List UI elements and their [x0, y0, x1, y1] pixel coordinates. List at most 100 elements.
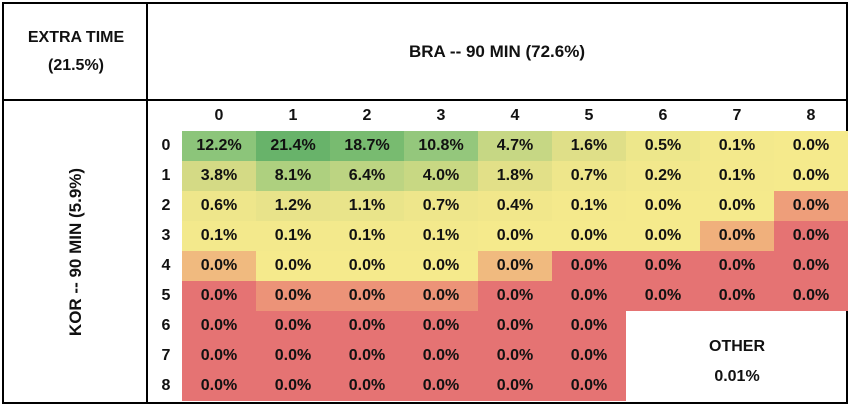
horizontal-divider — [4, 99, 846, 101]
cell-3-5: 0.0% — [552, 221, 626, 251]
cell-5-5: 0.0% — [552, 281, 626, 311]
cell-7-5: 0.0% — [552, 341, 626, 371]
row-header-3: 3 — [161, 227, 171, 244]
cell-8-0: 0.0% — [182, 371, 256, 401]
cell-0-7: 0.1% — [700, 131, 774, 161]
cell-4-0: 0.0% — [182, 251, 256, 281]
cell-2-5: 0.1% — [552, 191, 626, 221]
row-header-1: 1 — [161, 167, 171, 184]
other-box: OTHER 0.01% — [628, 321, 846, 402]
row-header-8: 8 — [161, 377, 171, 394]
cell-1-2: 6.4% — [330, 161, 404, 191]
column-header-1: 1 — [288, 107, 298, 124]
cell-7-2: 0.0% — [330, 341, 404, 371]
column-header-8: 8 — [806, 107, 816, 124]
cell-1-5: 0.7% — [552, 161, 626, 191]
cell-4-4: 0.0% — [478, 251, 552, 281]
kor-side-header: KOR -- 90 MIN (5.9%) — [4, 101, 148, 402]
cell-0-4: 4.7% — [478, 131, 552, 161]
cell-2-8: 0.0% — [774, 191, 848, 221]
column-header-4: 4 — [510, 107, 520, 124]
cell-0-6: 0.5% — [626, 131, 700, 161]
row-header-2: 2 — [161, 197, 171, 214]
cell-4-8: 0.0% — [774, 251, 848, 281]
row-header-0: 0 — [161, 137, 171, 154]
cell-1-1: 8.1% — [256, 161, 330, 191]
cell-2-1: 1.2% — [256, 191, 330, 221]
cell-8-5: 0.0% — [552, 371, 626, 401]
cell-4-6: 0.0% — [626, 251, 700, 281]
cell-6-0: 0.0% — [182, 311, 256, 341]
column-header-5: 5 — [584, 107, 594, 124]
cell-2-7: 0.0% — [700, 191, 774, 221]
vertical-divider — [146, 4, 148, 402]
cell-4-1: 0.0% — [256, 251, 330, 281]
cell-2-4: 0.4% — [478, 191, 552, 221]
cell-3-1: 0.1% — [256, 221, 330, 251]
cell-4-7: 0.0% — [700, 251, 774, 281]
extra-time-title: EXTRA TIME — [27, 28, 125, 46]
cell-2-0: 0.6% — [182, 191, 256, 221]
other-label: OTHER — [709, 337, 765, 355]
cell-5-1: 0.0% — [256, 281, 330, 311]
cell-0-1: 21.4% — [256, 131, 330, 161]
cell-1-8: 0.0% — [774, 161, 848, 191]
cell-6-5: 0.0% — [552, 311, 626, 341]
cell-6-1: 0.0% — [256, 311, 330, 341]
cell-3-6: 0.0% — [626, 221, 700, 251]
cell-5-2: 0.0% — [330, 281, 404, 311]
cell-3-7: 0.0% — [700, 221, 774, 251]
cell-7-0: 0.0% — [182, 341, 256, 371]
cell-3-0: 0.1% — [182, 221, 256, 251]
column-header-3: 3 — [436, 107, 446, 124]
cell-1-3: 4.0% — [404, 161, 478, 191]
row-header-4: 4 — [161, 257, 171, 274]
cell-2-6: 0.0% — [626, 191, 700, 221]
cell-8-2: 0.0% — [330, 371, 404, 401]
column-header-2: 2 — [362, 107, 372, 124]
cell-4-5: 0.0% — [552, 251, 626, 281]
cell-5-6: 0.0% — [626, 281, 700, 311]
column-header-6: 6 — [658, 107, 668, 124]
cell-3-3: 0.1% — [404, 221, 478, 251]
cell-8-4: 0.0% — [478, 371, 552, 401]
cell-5-0: 0.0% — [182, 281, 256, 311]
column-header-0: 0 — [214, 107, 224, 124]
cell-0-8: 0.0% — [774, 131, 848, 161]
score-probability-table: EXTRA TIME (21.5%) BRA -- 90 MIN (72.6%)… — [2, 2, 848, 404]
extra-time-label: EXTRA TIME (21.5%) — [4, 4, 148, 99]
cell-6-2: 0.0% — [330, 311, 404, 341]
column-header-7: 7 — [732, 107, 742, 124]
extra-time-value: (21.5%) — [47, 56, 105, 74]
cell-0-3: 10.8% — [404, 131, 478, 161]
cell-1-6: 0.2% — [626, 161, 700, 191]
cell-4-2: 0.0% — [330, 251, 404, 281]
cell-5-7: 0.0% — [700, 281, 774, 311]
cell-7-3: 0.0% — [404, 341, 478, 371]
row-header-5: 5 — [161, 287, 171, 304]
row-header-7: 7 — [161, 347, 171, 364]
cell-3-2: 0.1% — [330, 221, 404, 251]
cell-8-1: 0.0% — [256, 371, 330, 401]
cell-8-3: 0.0% — [404, 371, 478, 401]
cell-5-4: 0.0% — [478, 281, 552, 311]
cell-2-3: 0.7% — [404, 191, 478, 221]
cell-3-4: 0.0% — [478, 221, 552, 251]
cell-7-1: 0.0% — [256, 341, 330, 371]
cell-6-4: 0.0% — [478, 311, 552, 341]
cell-0-2: 18.7% — [330, 131, 404, 161]
cell-1-0: 3.8% — [182, 161, 256, 191]
bra-title: BRA -- 90 MIN (72.6%) — [408, 41, 585, 61]
cell-1-7: 0.1% — [700, 161, 774, 191]
bra-header: BRA -- 90 MIN (72.6%) — [148, 4, 846, 99]
row-header-6: 6 — [161, 317, 171, 334]
cell-0-5: 1.6% — [552, 131, 626, 161]
cell-0-0: 12.2% — [182, 131, 256, 161]
cell-6-3: 0.0% — [404, 311, 478, 341]
cell-2-2: 1.1% — [330, 191, 404, 221]
kor-title: KOR -- 90 MIN (5.9%) — [66, 167, 86, 336]
cell-7-4: 0.0% — [478, 341, 552, 371]
cell-5-3: 0.0% — [404, 281, 478, 311]
other-value: 0.01% — [714, 367, 760, 385]
cell-4-3: 0.0% — [404, 251, 478, 281]
